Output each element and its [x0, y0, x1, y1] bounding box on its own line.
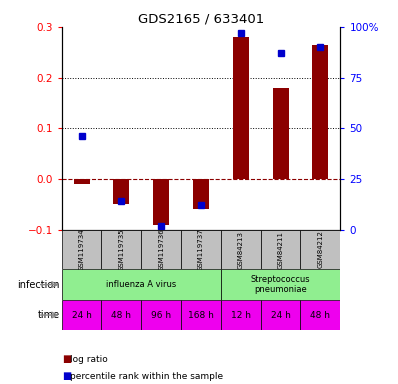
Bar — [181, 230, 221, 270]
Bar — [101, 230, 141, 270]
Bar — [300, 300, 340, 330]
Text: 24 h: 24 h — [72, 311, 92, 319]
Bar — [261, 300, 300, 330]
Bar — [74, 179, 90, 184]
Bar — [181, 300, 221, 330]
Bar — [62, 300, 101, 330]
Bar — [62, 230, 101, 270]
Text: GSM84211: GSM84211 — [277, 230, 284, 268]
Bar — [101, 300, 141, 330]
Text: 48 h: 48 h — [111, 311, 131, 319]
Text: 48 h: 48 h — [310, 311, 330, 319]
Bar — [62, 270, 221, 300]
Text: ■: ■ — [62, 354, 71, 364]
Bar — [193, 179, 209, 209]
Text: 96 h: 96 h — [151, 311, 171, 319]
Text: 12 h: 12 h — [231, 311, 251, 319]
Text: infection: infection — [17, 280, 60, 290]
Bar — [221, 230, 261, 270]
Text: GSM84213: GSM84213 — [238, 230, 244, 268]
Bar — [233, 37, 249, 179]
Text: 168 h: 168 h — [188, 311, 214, 319]
Bar — [273, 88, 289, 179]
Bar — [221, 270, 340, 300]
Text: GSM119737: GSM119737 — [198, 228, 204, 271]
Text: GSM119735: GSM119735 — [118, 228, 125, 271]
Bar — [153, 179, 169, 225]
Bar — [312, 45, 328, 179]
Text: log ratio: log ratio — [70, 354, 107, 364]
Bar — [261, 230, 300, 270]
Bar — [141, 230, 181, 270]
Text: GSM119734: GSM119734 — [78, 228, 85, 271]
Text: GSM119736: GSM119736 — [158, 228, 164, 271]
Text: ■: ■ — [62, 371, 71, 381]
Bar — [300, 230, 340, 270]
Text: GSM84212: GSM84212 — [317, 230, 324, 268]
Text: percentile rank within the sample: percentile rank within the sample — [70, 372, 223, 381]
Title: GDS2165 / 633401: GDS2165 / 633401 — [138, 13, 264, 26]
Bar — [221, 300, 261, 330]
Bar — [113, 179, 129, 204]
Text: time: time — [37, 310, 60, 320]
Text: 24 h: 24 h — [271, 311, 291, 319]
Bar — [141, 300, 181, 330]
Text: Streptococcus
pneumoniae: Streptococcus pneumoniae — [251, 275, 310, 294]
Text: influenza A virus: influenza A virus — [106, 280, 176, 289]
